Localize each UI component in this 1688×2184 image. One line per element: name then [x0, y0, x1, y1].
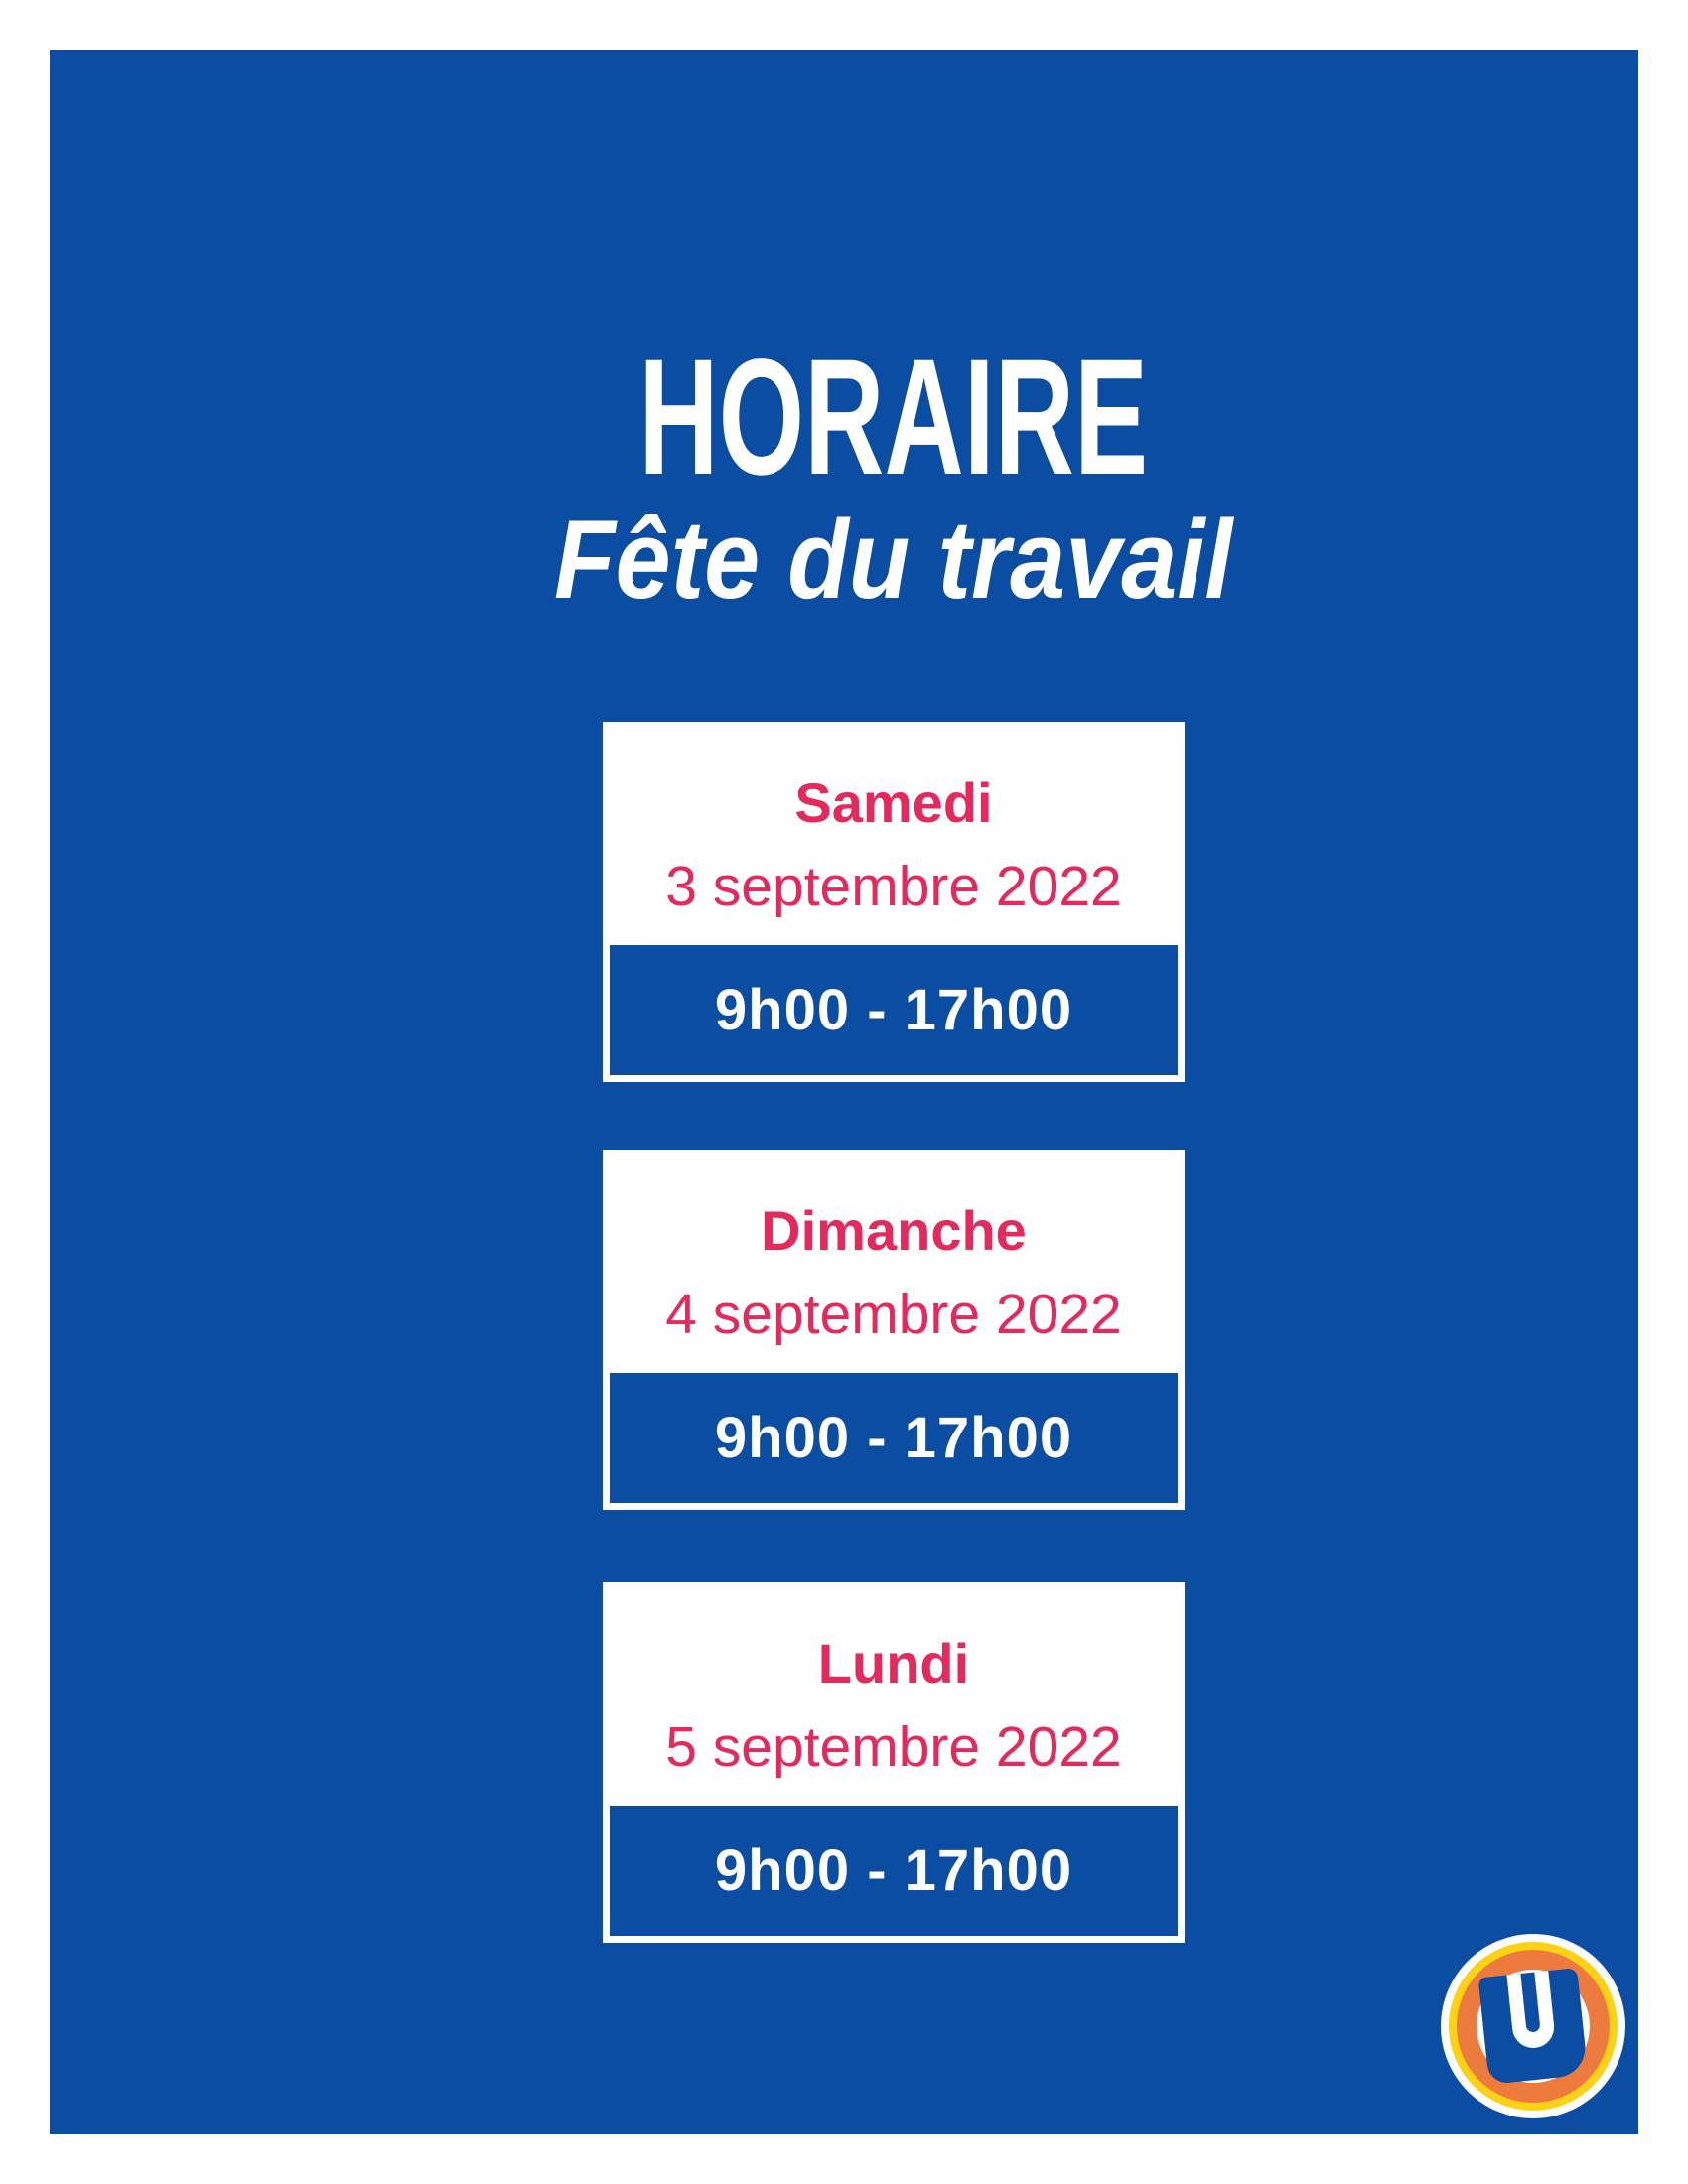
- date-label: 3 septembre 2022: [665, 855, 1122, 918]
- day-label: Dimanche: [761, 1199, 1027, 1262]
- day-label: Lundi: [817, 1632, 970, 1695]
- hours-band: 9h00 - 17h00: [610, 1806, 1178, 1936]
- poster-title-text: HORAIRE: [638, 326, 1149, 509]
- hours-band: 9h00 - 17h00: [610, 945, 1178, 1075]
- hours-label: 9h00 - 17h00: [714, 1405, 1073, 1470]
- poster-subtitle-text: Fête du travail: [554, 497, 1233, 621]
- poster-subtitle: Fête du travail: [50, 504, 1688, 615]
- hours-label: 9h00 - 17h00: [714, 1838, 1073, 1903]
- logo-u-letter: [1477, 1968, 1589, 2085]
- date-label: 4 septembre 2022: [665, 1283, 1122, 1346]
- u-brand-logo-icon: [1441, 1934, 1625, 2118]
- blue-background-panel: HORAIRE Fête du travail Samedi 3 septemb…: [50, 50, 1638, 2134]
- hours-band: 9h00 - 17h00: [610, 1373, 1178, 1503]
- schedule-card-sunday: Dimanche 4 septembre 2022 9h00 - 17h00: [603, 1150, 1185, 1510]
- schedule-card-saturday: Samedi 3 septembre 2022 9h00 - 17h00: [603, 722, 1185, 1082]
- date-label: 5 septembre 2022: [665, 1715, 1122, 1779]
- schedule-card-monday: Lundi 5 septembre 2022 9h00 - 17h00: [603, 1582, 1185, 1943]
- day-label: Samedi: [794, 771, 993, 834]
- hours-label: 9h00 - 17h00: [714, 977, 1073, 1042]
- poster-title: HORAIRE: [50, 336, 1688, 500]
